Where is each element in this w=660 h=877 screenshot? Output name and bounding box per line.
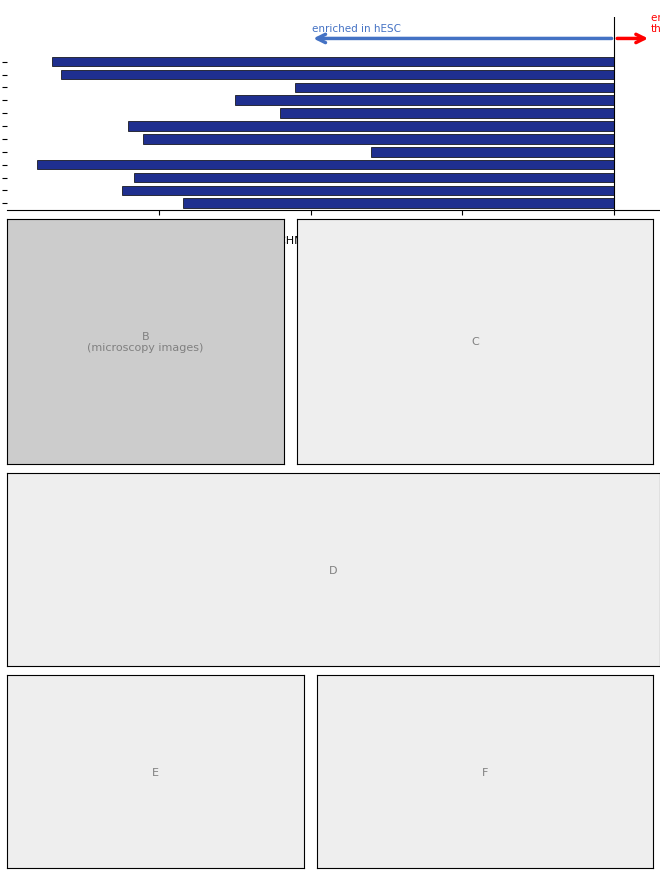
Text: B
(microscopy images): B (microscopy images) — [87, 332, 203, 353]
Bar — [143, 135, 614, 145]
Bar — [280, 109, 614, 118]
Text: F: F — [482, 766, 488, 777]
Text: enriched in
thESC: enriched in thESC — [651, 12, 660, 34]
X-axis label: NORM. ENRICHMENT SCORE t-hESC vs hESC: NORM. ENRICHMENT SCORE t-hESC vs hESC — [210, 236, 457, 246]
Text: E: E — [152, 766, 158, 777]
Bar — [122, 186, 614, 196]
Bar — [295, 83, 614, 93]
Bar — [234, 96, 614, 106]
Bar — [128, 122, 614, 132]
Bar — [61, 71, 614, 81]
Bar — [372, 147, 614, 157]
Text: D: D — [329, 565, 337, 575]
Text: enriched in hESC: enriched in hESC — [312, 25, 401, 34]
Text: C: C — [471, 337, 479, 347]
Bar — [134, 174, 614, 183]
Bar — [183, 199, 614, 209]
Bar — [37, 160, 614, 170]
Bar — [52, 58, 614, 68]
